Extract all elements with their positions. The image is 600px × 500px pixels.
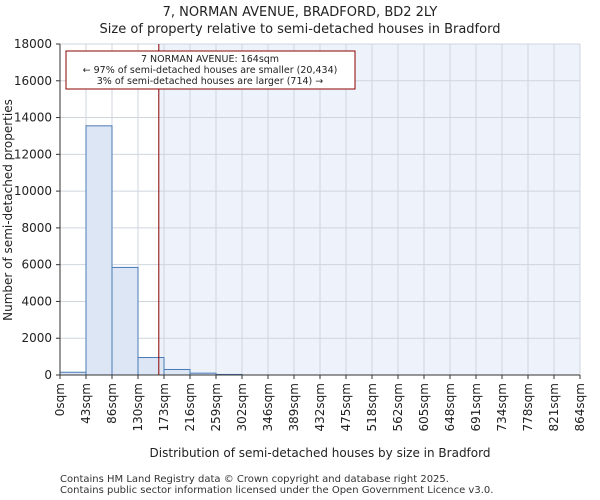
- x-axis-label: Distribution of semi-detached houses by …: [150, 446, 491, 460]
- x-tick-label: 389sqm: [287, 383, 301, 431]
- y-axis-label: Number of semi-detached properties: [1, 99, 15, 321]
- y-tick-label: 6000: [21, 258, 52, 272]
- larger-properties-region: [158, 44, 581, 375]
- x-tick-label: 346sqm: [261, 383, 275, 431]
- x-tick-label: 259sqm: [209, 383, 223, 431]
- x-tick-label: 173sqm: [157, 383, 171, 431]
- annotation-line-3: 3% of semi-detached houses are larger (7…: [97, 76, 324, 87]
- annotation-box: 7 NORMAN AVENUE: 164sqm ← 97% of semi-de…: [65, 50, 356, 90]
- x-tick-label: 691sqm: [469, 383, 483, 431]
- chart-title: 7, NORMAN AVENUE, BRADFORD, BD2 2LY: [163, 5, 438, 20]
- y-tick-label: 10000: [14, 184, 52, 198]
- bar-130sqm: [137, 357, 165, 376]
- bar-43sqm: [85, 125, 113, 376]
- x-tick-label: 518sqm: [365, 383, 379, 431]
- y-tick-label: 2000: [21, 331, 52, 345]
- x-tick-label: 864sqm: [573, 383, 587, 431]
- annotation-line-2: ← 97% of semi-detached houses are smalle…: [83, 65, 338, 76]
- x-tick-label: 605sqm: [417, 383, 431, 431]
- x-tick-label: 302sqm: [235, 383, 249, 431]
- y-tick-label: 18000: [14, 37, 52, 51]
- x-tick-label: 432sqm: [313, 383, 327, 431]
- y-tick-label: 12000: [14, 147, 52, 161]
- y-tick-label: 0: [44, 368, 52, 382]
- annotation-line-1: 7 NORMAN AVENUE: 164sqm: [141, 54, 279, 65]
- y-tick-label: 8000: [21, 221, 52, 235]
- x-tick-label: 475sqm: [339, 383, 353, 431]
- x-axis-ticks: 0sqm 43sqm 86sqm 130sqm 173sqm 216sqm 259sqm 30…: [53, 375, 587, 431]
- x-tick-label: 43sqm: [79, 383, 93, 424]
- x-tick-label: 86sqm: [105, 383, 119, 424]
- x-tick-label: 562sqm: [391, 383, 405, 431]
- chart-subtitle: Size of property relative to semi-detach…: [100, 22, 501, 37]
- y-axis-ticks: 0 2000 4000 6000 8000 10000 12000 14000 16000 180…: [14, 37, 60, 382]
- x-tick-label: 734sqm: [495, 383, 509, 431]
- x-tick-label: 216sqm: [183, 383, 197, 431]
- x-tick-label: 0sqm: [53, 383, 67, 416]
- x-tick-label: 778sqm: [521, 383, 535, 431]
- y-tick-label: 16000: [14, 74, 52, 88]
- x-tick-label: 130sqm: [131, 383, 145, 431]
- y-tick-label: 4000: [21, 294, 52, 308]
- bar-173sqm: [163, 368, 191, 376]
- x-tick-label: 648sqm: [443, 383, 457, 431]
- x-tick-label: 821sqm: [547, 383, 561, 431]
- bar-86sqm: [111, 266, 139, 376]
- footer-attribution-2: Contains public sector information licen…: [60, 485, 494, 496]
- bars: [59, 125, 243, 376]
- y-tick-label: 14000: [14, 111, 52, 125]
- footer-attribution-1: Contains HM Land Registry data © Crown c…: [60, 474, 449, 485]
- gridlines: [59, 43, 581, 376]
